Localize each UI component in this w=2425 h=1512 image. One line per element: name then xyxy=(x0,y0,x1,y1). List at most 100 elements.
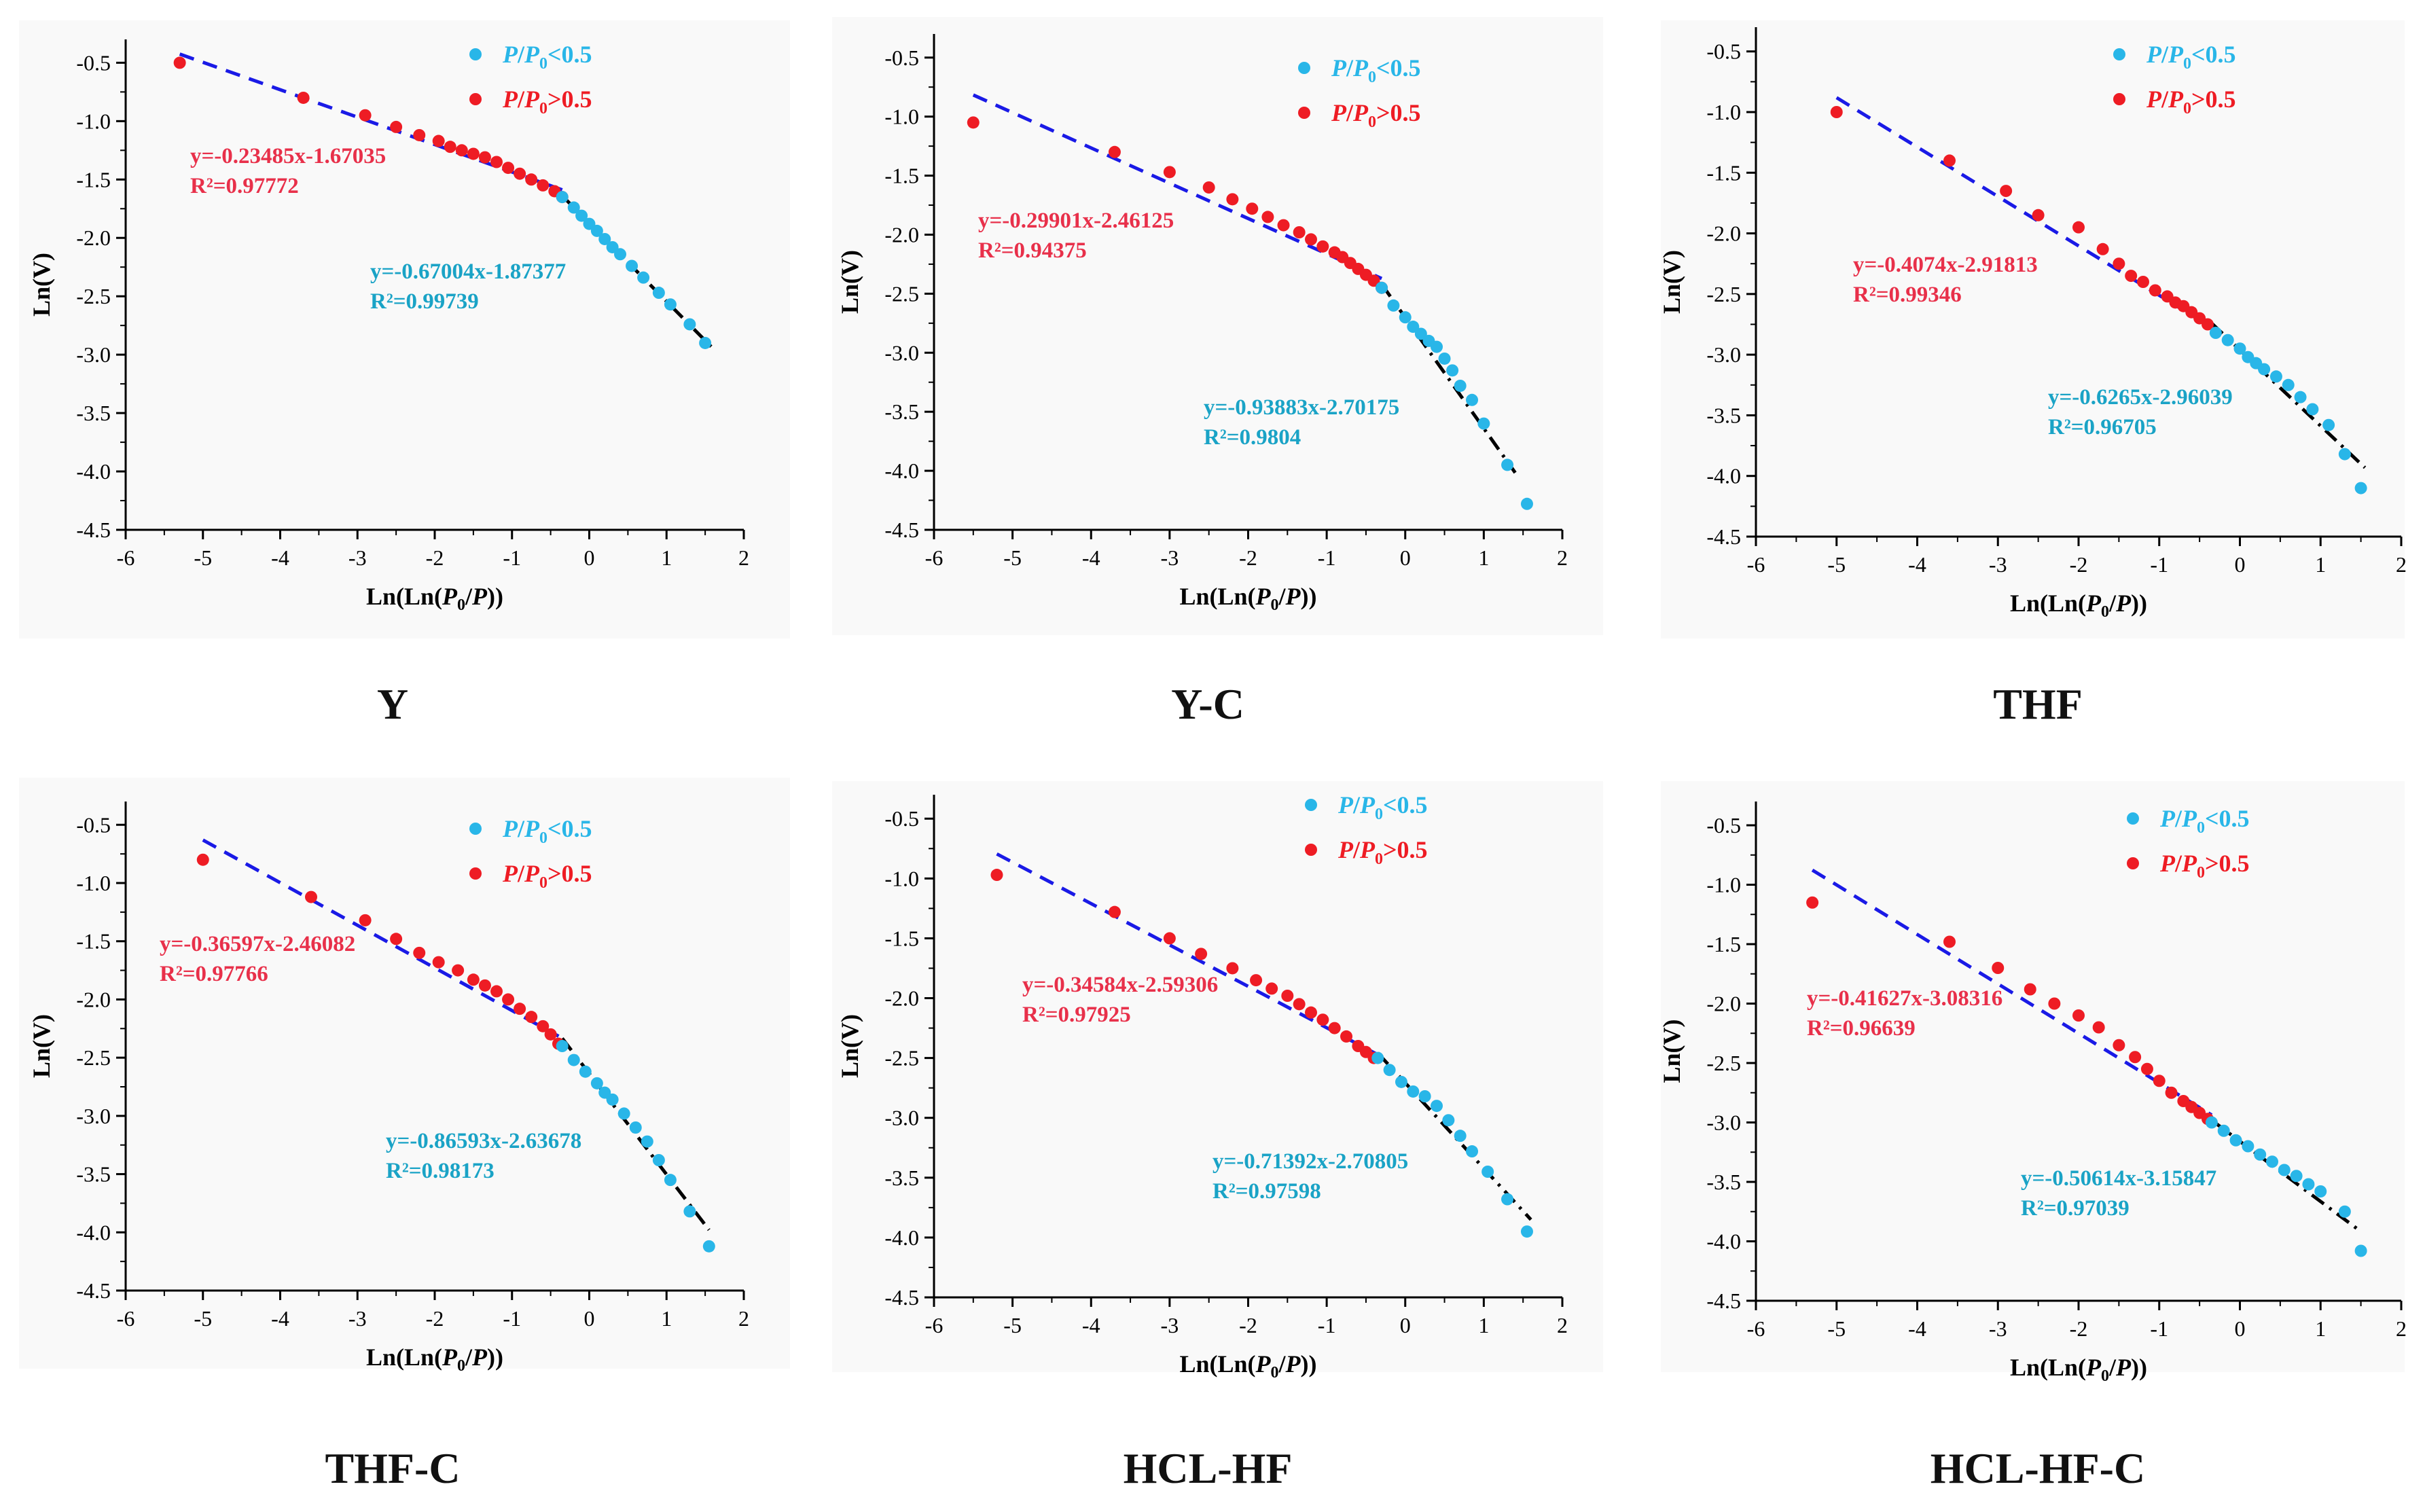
data-point-low-pressure xyxy=(2294,391,2307,403)
high-fit-equation: y=-0.4074x-2.91813 xyxy=(1853,253,2038,277)
x-tick-label: 2 xyxy=(2396,1316,2407,1341)
y-tick-label: -3.0 xyxy=(1706,342,1741,367)
data-point-high-pressure xyxy=(2137,276,2149,288)
data-point-low-pressure xyxy=(2354,482,2367,494)
y-tick-label: -3.0 xyxy=(76,342,111,367)
data-point-low-pressure xyxy=(1383,1064,1396,1077)
low-fit-r-squared: R²=0.96705 xyxy=(2048,415,2157,439)
data-point-high-pressure xyxy=(1293,226,1306,238)
data-point-high-pressure xyxy=(1943,154,1956,167)
x-axis-label: Ln(Ln(P0/P)) xyxy=(1179,1350,1316,1382)
x-tick-label: -6 xyxy=(925,545,944,570)
data-point-low-pressure xyxy=(575,209,588,222)
data-point-low-pressure xyxy=(2306,403,2319,416)
data-point-high-pressure xyxy=(2024,983,2036,996)
data-point-high-pressure xyxy=(2149,284,2161,297)
high-fit-r-squared: R²=0.97772 xyxy=(190,174,299,198)
x-tick-label: -6 xyxy=(925,1313,944,1337)
data-point-low-pressure xyxy=(556,1040,569,1052)
chart-panel-y-c: -6 -5 -4 -3 -2 -1 0 1 2 -0.5 -1.0 -1.5 -2.0 -2.5 -3.0 -… xyxy=(832,17,1603,635)
x-tick-label: -5 xyxy=(1003,545,1022,570)
data-point-low-pressure xyxy=(579,1065,592,1078)
high-fit-r-squared: R²=0.99346 xyxy=(1853,283,1962,307)
legend-marker-low xyxy=(1305,799,1317,811)
data-point-high-pressure xyxy=(514,167,526,180)
data-point-low-pressure xyxy=(617,1107,630,1120)
data-point-high-pressure xyxy=(413,946,426,959)
data-point-high-pressure xyxy=(990,869,1003,882)
data-point-high-pressure xyxy=(413,128,426,141)
data-point-low-pressure xyxy=(2278,1164,2291,1176)
y-tick-label: -2.0 xyxy=(1706,221,1741,246)
y-tick-label: -3.5 xyxy=(1706,403,1741,427)
data-point-high-pressure xyxy=(1195,948,1208,960)
data-point-low-pressure xyxy=(1520,497,1533,510)
chart-panel-thf-c: -6 -5 -4 -3 -2 -1 0 1 2 -0.5 -1.0 -1.5 -2.0 -2.5 -3.0 -… xyxy=(19,778,790,1375)
data-point-high-pressure xyxy=(490,156,503,168)
x-tick-label: 2 xyxy=(738,545,749,570)
low-fit-r-squared: R²=0.99739 xyxy=(370,289,479,314)
y-tick-label: -2.5 xyxy=(76,1045,111,1070)
data-point-low-pressure xyxy=(702,1240,715,1253)
data-point-low-pressure xyxy=(1501,458,1514,471)
data-point-high-pressure xyxy=(1328,1022,1341,1034)
low-fit-equation: y=-0.50614x-3.15847 xyxy=(2021,1166,2216,1191)
y-tick-label: -0.5 xyxy=(76,50,111,75)
plot-background xyxy=(1661,20,2405,638)
y-tick-label: -1.5 xyxy=(1706,160,1741,185)
y-tick-label: -2.5 xyxy=(1706,1051,1741,1075)
y-tick-label: -2.0 xyxy=(884,986,919,1011)
y-tick-label: -0.5 xyxy=(76,812,111,837)
data-point-high-pressure xyxy=(1163,166,1176,179)
y-tick-label: -3.0 xyxy=(1706,1111,1741,1135)
x-tick-label: -1 xyxy=(503,1306,521,1331)
x-tick-label: -3 xyxy=(1989,552,2007,577)
data-point-high-pressure xyxy=(452,964,465,977)
data-point-high-pressure xyxy=(2092,1021,2105,1034)
y-axis-label: Ln(V) xyxy=(836,1014,863,1078)
x-tick-label: 2 xyxy=(738,1306,749,1331)
data-point-high-pressure xyxy=(2072,221,2085,234)
y-tick-label: -3.0 xyxy=(884,1106,919,1130)
data-point-low-pressure xyxy=(1446,364,1459,377)
legend-marker-low xyxy=(2113,48,2125,60)
y-tick-label: -4.5 xyxy=(1706,524,1741,549)
high-fit-equation: y=-0.41627x-3.08316 xyxy=(1807,986,2002,1011)
data-point-low-pressure xyxy=(664,1174,677,1187)
y-tick-label: -4.5 xyxy=(1706,1289,1741,1313)
data-point-high-pressure xyxy=(467,147,480,160)
data-point-high-pressure xyxy=(2096,242,2109,255)
data-point-low-pressure xyxy=(598,232,611,245)
x-tick-label: 1 xyxy=(661,545,672,570)
data-point-low-pressure xyxy=(2302,1178,2315,1191)
y-tick-label: -1.0 xyxy=(884,866,919,890)
low-fit-r-squared: R²=0.97039 xyxy=(2021,1196,2130,1221)
y-tick-label: -2.0 xyxy=(1706,992,1741,1016)
x-tick-label: 1 xyxy=(2315,1316,2326,1341)
y-tick-label: -2.5 xyxy=(76,284,111,308)
data-point-high-pressure xyxy=(2072,1009,2085,1022)
data-point-high-pressure xyxy=(455,144,468,157)
x-tick-label: -2 xyxy=(426,1306,444,1331)
y-tick-label: -2.0 xyxy=(884,222,919,247)
data-point-low-pressure xyxy=(652,1154,665,1166)
y-tick-label: -1.5 xyxy=(76,167,111,192)
legend-marker-high xyxy=(469,93,482,105)
high-fit-equation: y=-0.34584x-2.59306 xyxy=(1022,973,1218,997)
y-tick-label: -3.5 xyxy=(884,1166,919,1190)
y-tick-label: -4.5 xyxy=(76,1278,111,1303)
y-tick-label: -4.5 xyxy=(76,518,111,542)
data-point-high-pressure xyxy=(2032,209,2045,221)
legend-label-high: P/P0>0.5 xyxy=(2146,86,2236,118)
y-tick-label: -1.5 xyxy=(1706,932,1741,956)
data-point-low-pressure xyxy=(2254,1148,2267,1161)
data-point-low-pressure xyxy=(1454,379,1467,392)
chart-panel-y: -6 -5 -4 -3 -2 -1 0 1 2 -0.5 -1.0 -1.5 -2.0 -2.5 -3.0 -… xyxy=(19,20,790,638)
panel-caption-thf: THF xyxy=(1993,680,2083,728)
data-point-high-pressure xyxy=(502,993,515,1006)
x-tick-label: 1 xyxy=(1478,545,1489,570)
data-point-high-pressure xyxy=(478,979,491,992)
y-tick-label: -0.5 xyxy=(1706,813,1741,838)
data-point-low-pressure xyxy=(2205,1116,2218,1129)
data-point-high-pressure xyxy=(1293,998,1306,1011)
